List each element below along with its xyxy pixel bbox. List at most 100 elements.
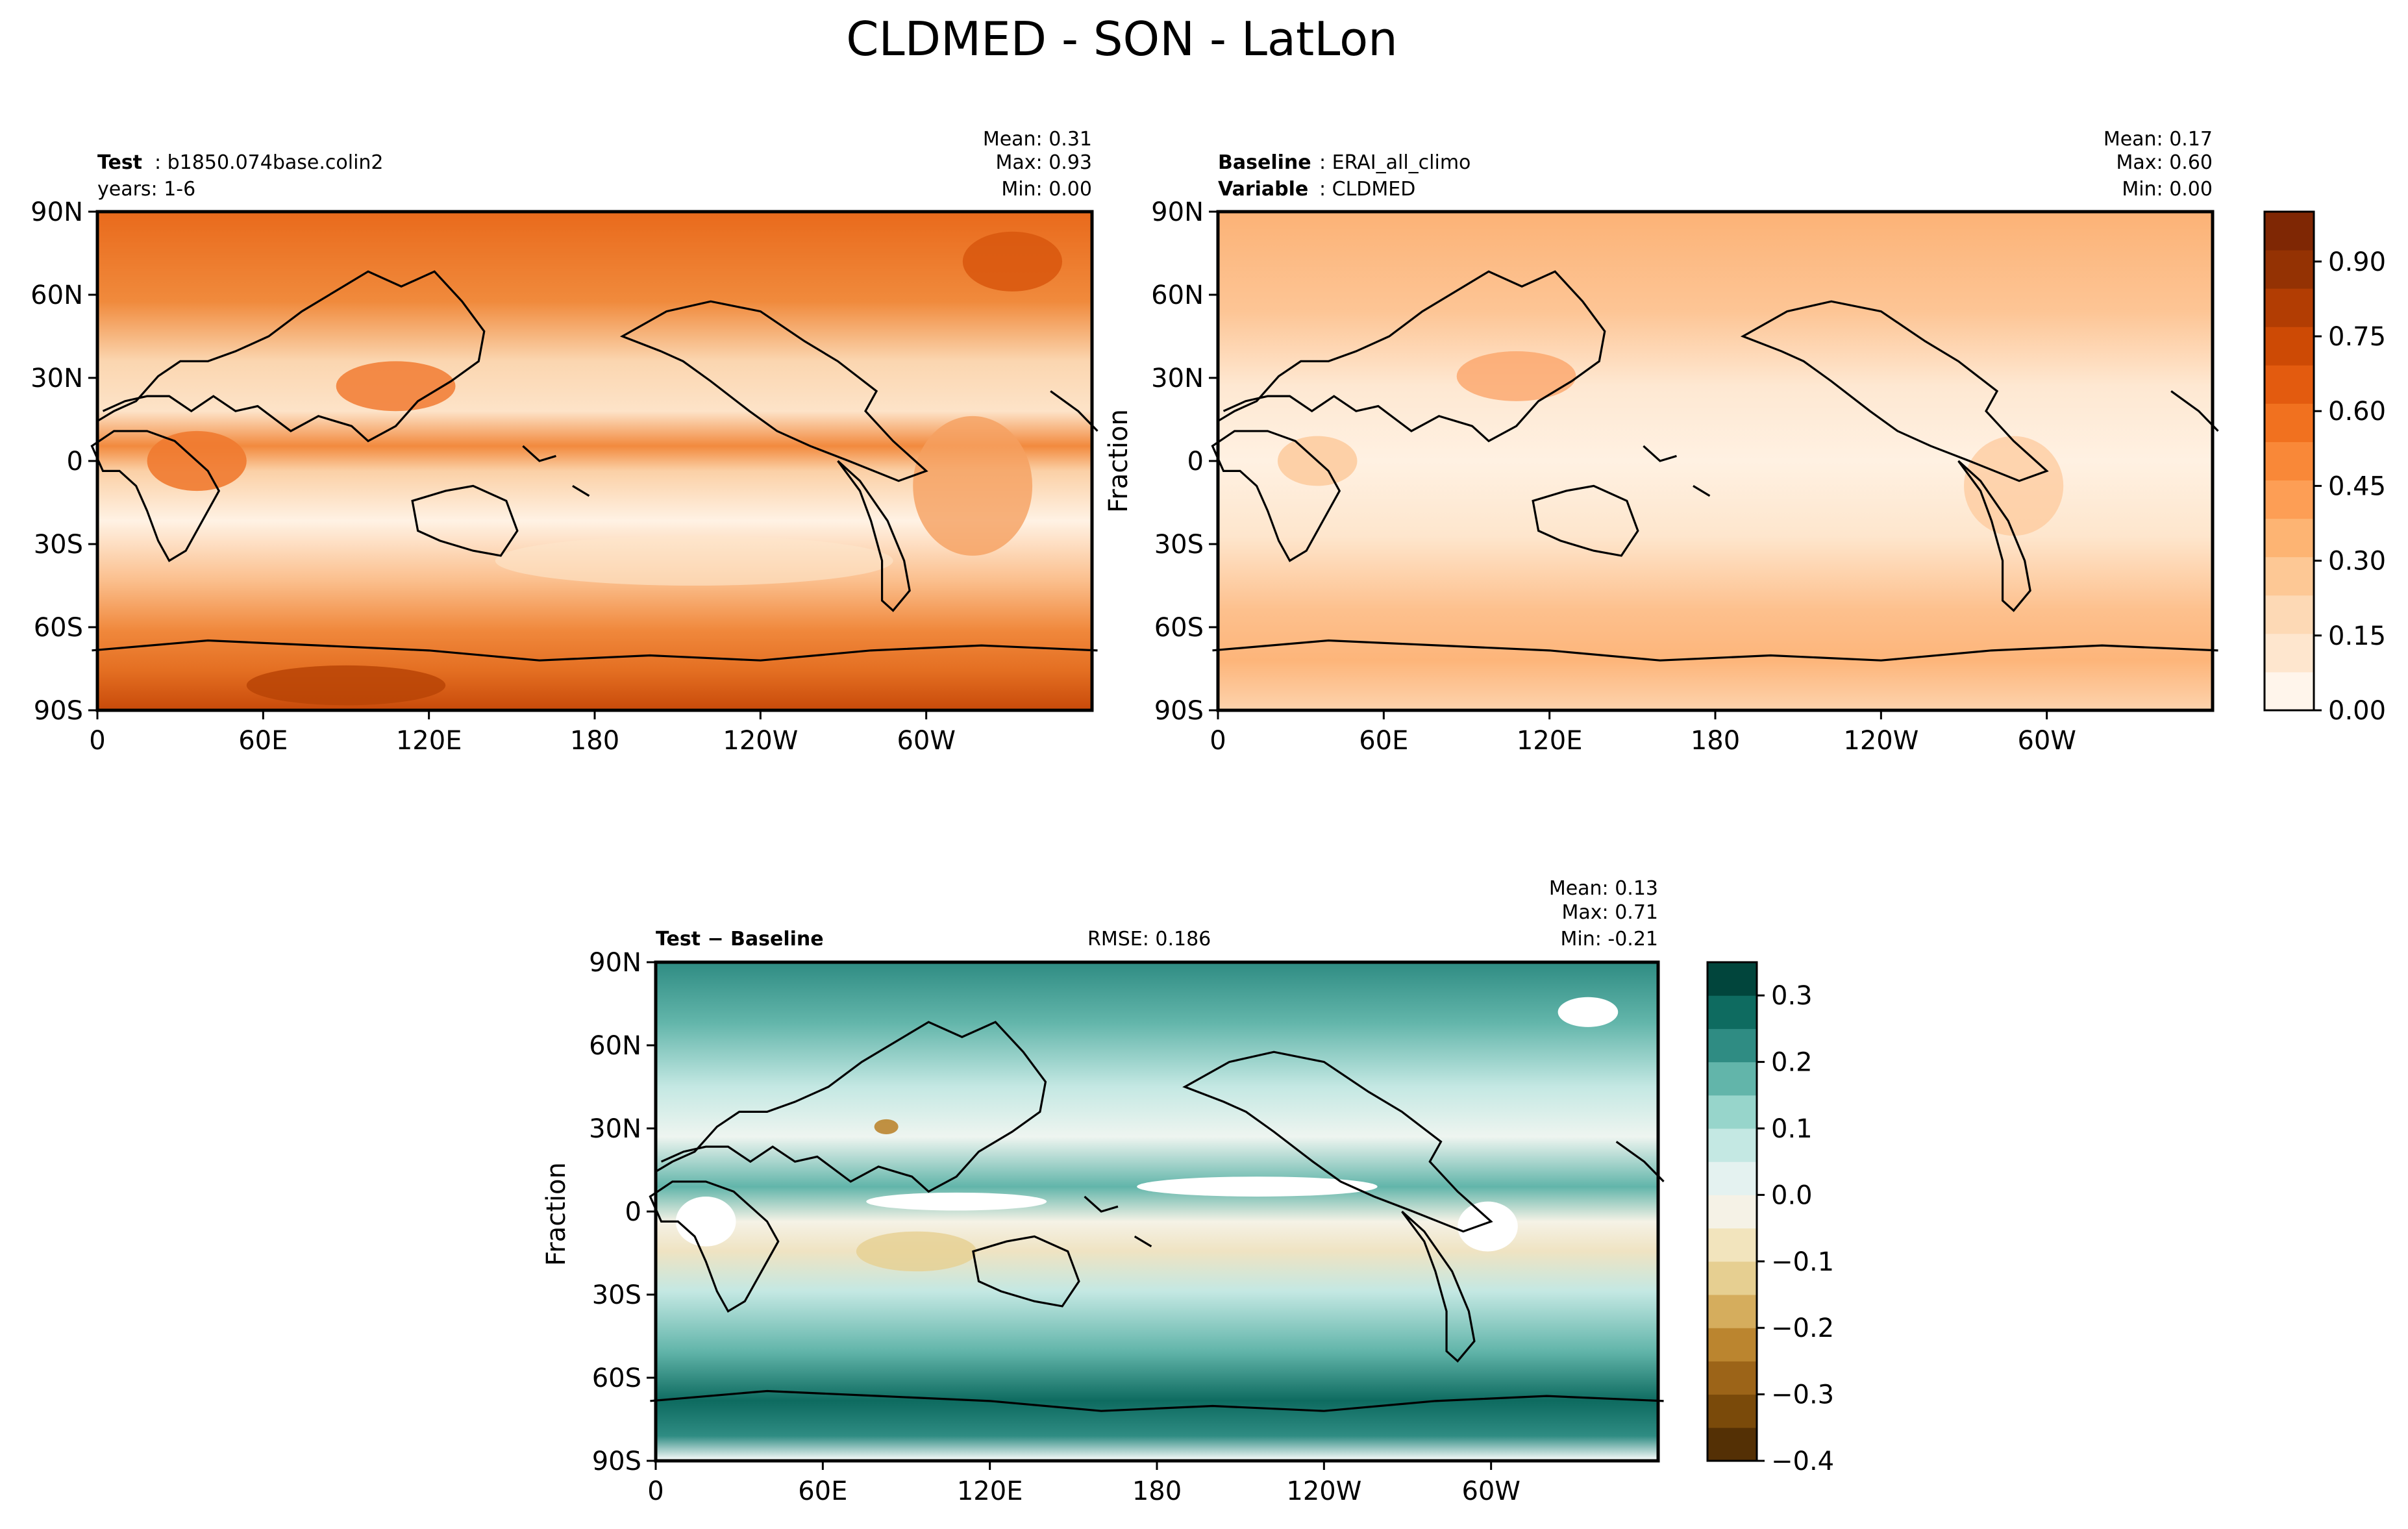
diff-ytick-label: 30N [589,1114,641,1144]
colorbar-bottom-swatch [1707,1361,1757,1395]
colorbar-bottom-frame [1706,961,1758,1462]
baseline-ytick-label: 0 [1187,447,1204,477]
colorbar-bottom-swatch [1707,1328,1757,1361]
figure-title: CLDMED - SON - LatLon [846,12,1398,66]
panel-baseline: Baseline : ERAI_all_climo Variable : CLD… [1104,128,2218,756]
test-max: Max: 0.93 [996,151,1092,174]
colorbar-top: 0.00 0.15 0.30 0.45 0.60 0.75 0.90 [2263,210,2386,726]
diff-xtick-label: 120E [957,1476,1023,1506]
test-ytick-label: 90N [31,197,83,227]
colorbar-top-swatch [2265,327,2314,366]
test-ytick-label: 60N [31,280,83,310]
colorbar-top-swatch [2265,365,2314,404]
colorbar-top-swatch [2265,595,2314,634]
panel-diff: Test − Baseline RMSE: 0.186 Mean: 0.13 M… [541,877,1664,1506]
colorbar-bottom-tick-label: −0.3 [1771,1380,1834,1410]
colorbar-top-swatch [2265,480,2314,519]
test-xtick-label: 120E [396,726,462,756]
test-min: Min: 0.00 [1001,178,1092,201]
colorbar-top-swatch [2265,556,2314,596]
map-baseline: 0 60E 120E 180 120W 60W 90N 60N 30N 0 30S 60S 90S [1151,197,2218,756]
diff-contour-patch [866,1192,1047,1211]
colorbar-top-swatch [2265,441,2314,481]
colorbar-bottom-swatch [1707,1162,1757,1195]
colorbar-bottom-swatch [1707,1295,1757,1328]
colorbar-bottom-tick-label: −0.4 [1771,1447,1834,1476]
baseline-ytick-label: 30S [1154,530,1204,560]
baseline-xtick-label: 120E [1517,726,1583,756]
baseline-variable-bold: Variable [1218,178,1308,201]
diff-xtick-label: 60E [798,1476,847,1506]
colorbar-bottom-swatch [1707,1062,1757,1096]
baseline-xtick-label: 60E [1359,726,1408,756]
diff-ytick-label: 90S [592,1447,641,1476]
baseline-ylabel: Fraction [1104,409,1134,513]
panel-test: Test : b1850.074base.colin2 years: 1-6 M… [31,128,1097,756]
diff-xtick-label: 0 [647,1476,664,1506]
colorbar-top-swatch [2265,212,2314,251]
colorbar-bottom-tick-label: −0.2 [1771,1313,1834,1343]
colorbar-top-swatch [2265,288,2314,327]
test-xtick-label: 60E [238,726,288,756]
colorbar-bottom-swatch [1707,1128,1757,1162]
colorbar-bottom-swatch [1707,1427,1757,1461]
diff-ytick-label: 90N [589,948,641,978]
baseline-ytick-label: 60N [1151,280,1204,310]
diff-label-bold: Test − Baseline [656,928,824,951]
baseline-field [1218,212,2213,710]
colorbar-top-tick-label: 0.60 [2328,397,2386,427]
colorbar-top-swatch [2265,518,2314,558]
diff-contour-patch [856,1231,977,1272]
colorbar-bottom-tick-label: −0.1 [1771,1247,1834,1277]
colorbar-bottom-swatch [1707,1394,1757,1428]
baseline-mean: Mean: 0.17 [2104,128,2213,151]
diff-contour-patch [675,1196,736,1247]
colorbar-top-tick-label: 0.30 [2328,547,2386,577]
diff-min: Min: -0.21 [1561,928,1659,951]
test-ytick-label: 90S [34,696,83,726]
test-ytick-label: 30N [31,364,83,393]
test-ytick-label: 0 [67,447,83,477]
colorbar-bottom-swatch [1707,1095,1757,1129]
test-xtick-label: 60W [897,726,955,756]
test-years: years: 1-6 [97,178,195,201]
colorbar-bottom-swatch [1707,995,1757,1029]
colorbar-bottom: 0.3 0.2 0.1 0.0 −0.1 −0.2 −0.3 −0.4 [1706,961,1834,1476]
colorbar-top-swatch [2265,403,2314,442]
colorbar-bottom-tick-label: 0.0 [1771,1180,1813,1210]
colorbar-top-swatch [2265,250,2314,289]
test-contour-patch [336,361,456,412]
baseline-label-value: : ERAI_all_climo [1319,151,1471,174]
colorbar-bottom-swatch [1707,1261,1757,1295]
baseline-xtick-label: 180 [1691,726,1740,756]
test-xtick-label: 120W [723,726,798,756]
baseline-xtick-label: 60W [2017,726,2076,756]
diff-contour-patch [1137,1176,1378,1197]
colorbar-top-tick-label: 0.00 [2328,696,2386,726]
diff-max: Max: 0.71 [1562,901,1658,924]
test-label-value: : b1850.074base.colin2 [155,151,384,174]
test-label-bold: Test [97,151,142,174]
colorbar-top-swatch [2265,633,2314,673]
diff-ylabel: Fraction [541,1162,571,1266]
test-contour-patch [246,665,446,706]
diff-ytick-label: 60S [592,1363,641,1393]
diff-contour-patch [874,1119,899,1134]
test-ytick-label: 60S [34,613,83,643]
baseline-ytick-label: 90S [1154,696,1204,726]
colorbar-bottom-tick-label: 0.3 [1771,981,1813,1011]
colorbar-top-tick-label: 0.45 [2328,471,2386,501]
test-mean: Mean: 0.31 [983,128,1092,151]
diff-rmse: RMSE: 0.186 [1087,928,1211,951]
colorbar-bottom-swatch [1707,1028,1757,1063]
colorbar-bottom-tick-label: 0.1 [1771,1114,1813,1144]
colorbar-top-tick-label: 0.90 [2328,247,2386,277]
diff-xtick-label: 120W [1286,1476,1361,1506]
test-contour-patch [495,536,893,586]
colorbar-top-tick-label: 0.75 [2328,322,2386,352]
baseline-ytick-label: 30N [1151,364,1204,393]
map-test: 0 60E 120E 180 120W 60W 90N 60N 30N 0 30S 60S 90S [31,197,1097,756]
colorbar-top-frame [2263,210,2315,712]
baseline-max: Max: 0.60 [2116,151,2213,174]
